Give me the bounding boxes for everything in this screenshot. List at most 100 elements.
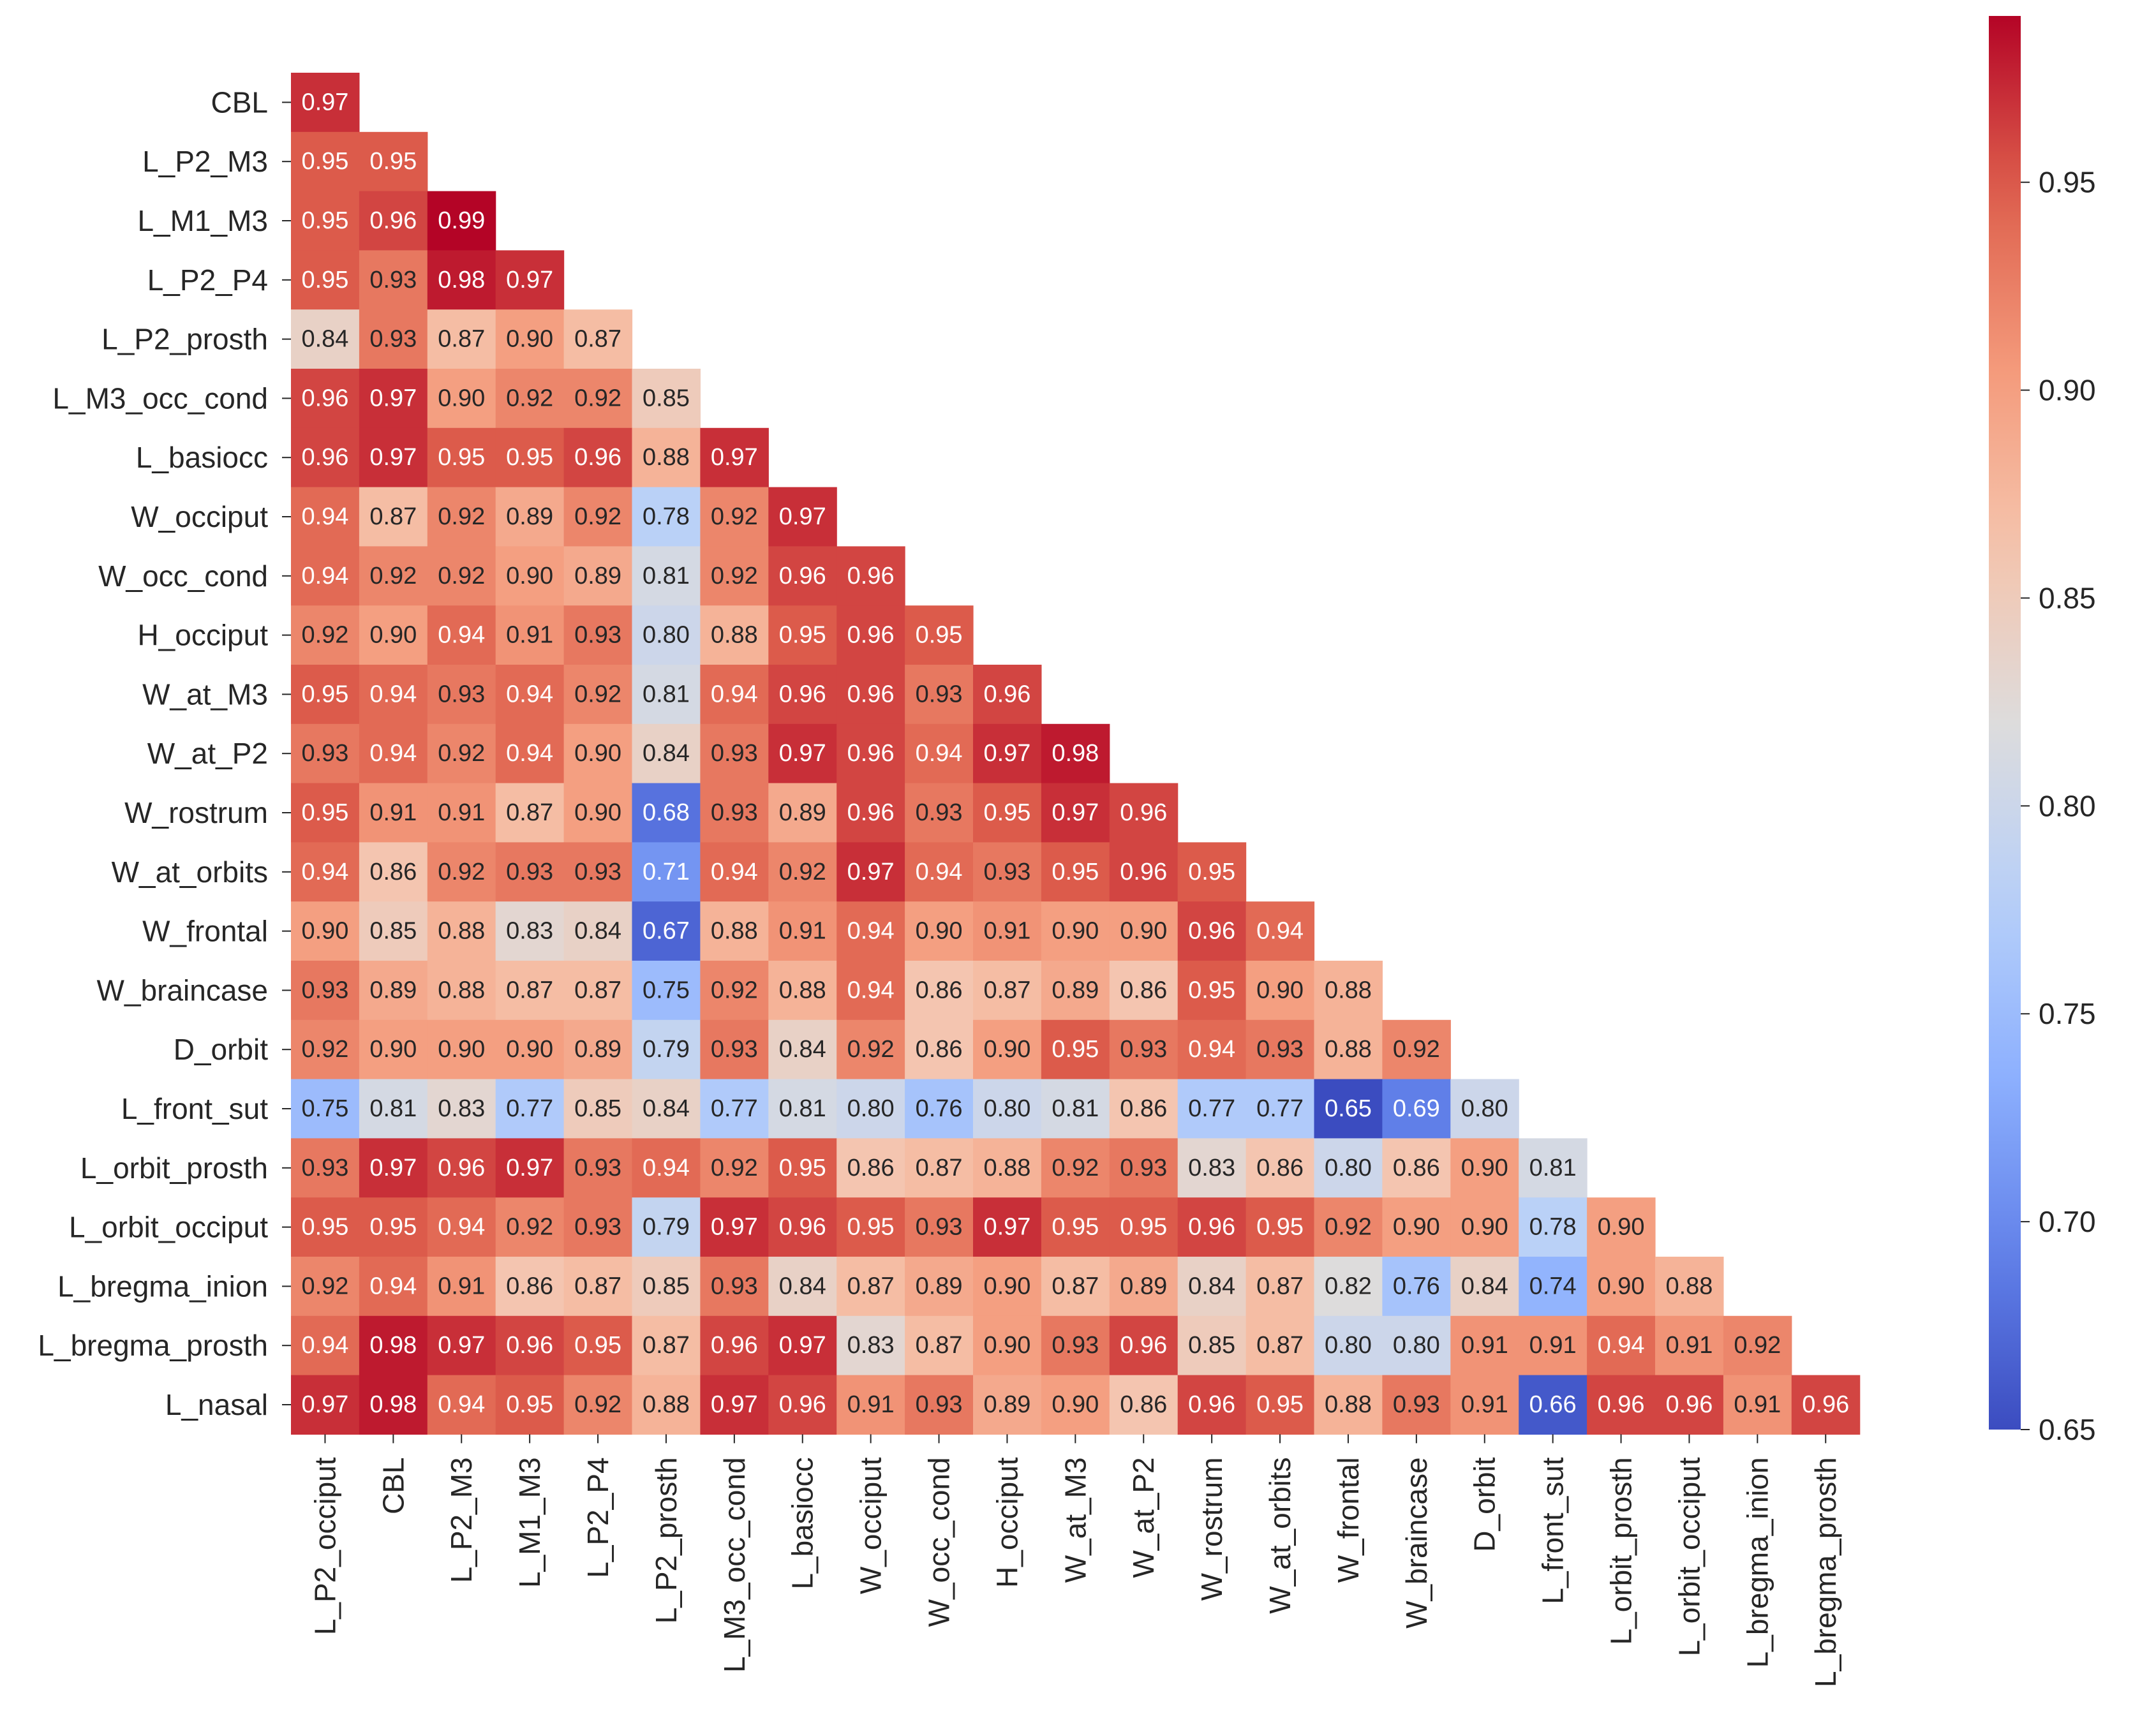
y-tick-label: W_at_M3 (142, 677, 268, 711)
heatmap-cell-value: 0.93 (301, 977, 348, 1003)
heatmap-cell-value: 0.95 (983, 799, 1030, 826)
heatmap-cell-value: 0.87 (574, 1273, 621, 1299)
heatmap-cell-value: 0.95 (1120, 1214, 1167, 1241)
heatmap-cell-value: 0.93 (369, 267, 417, 293)
heatmap-cell-value: 0.93 (574, 1214, 621, 1241)
heatmap-cell-value: 0.90 (1393, 1214, 1440, 1241)
heatmap-cell-value: 0.86 (1393, 1155, 1440, 1181)
heatmap-cell-value: 0.93 (1052, 1332, 1099, 1359)
heatmap-cell (768, 1375, 837, 1435)
heatmap-cell-value: 0.81 (779, 1095, 826, 1122)
heatmap-cell-value: 0.92 (711, 1155, 758, 1181)
heatmap-cell (427, 1019, 496, 1080)
x-tick-label: L_front_sut (1536, 1457, 1570, 1604)
heatmap-cell-value: 0.96 (1188, 918, 1235, 945)
heatmap-cell-value: 0.95 (779, 622, 826, 649)
heatmap-cell-value: 0.87 (506, 977, 553, 1003)
heatmap-cell (291, 901, 360, 961)
x-tick-label: L_orbit_occiput (1672, 1457, 1706, 1656)
heatmap-cell (905, 961, 974, 1021)
heatmap-cell (1791, 1375, 1861, 1435)
heatmap-cell-value: 0.97 (369, 1155, 417, 1181)
heatmap-cell-value: 0.93 (574, 622, 621, 649)
heatmap-cell-value: 0.88 (643, 1391, 690, 1418)
heatmap-cell-value: 0.95 (1052, 1214, 1099, 1241)
heatmap-cell-value: 0.84 (301, 326, 348, 353)
heatmap-cell (427, 1079, 496, 1139)
heatmap-cell (836, 1315, 905, 1376)
heatmap-cell-value: 0.87 (1052, 1273, 1099, 1299)
heatmap-cell-value: 0.93 (438, 681, 485, 707)
heatmap-cell (563, 1079, 633, 1139)
heatmap-cell-value: 0.93 (711, 1036, 758, 1063)
heatmap-cell (1655, 1375, 1724, 1435)
heatmap-cell-value: 0.97 (301, 1391, 348, 1418)
heatmap-cell-value: 0.97 (1052, 799, 1099, 826)
heatmap-cell (359, 605, 428, 665)
heatmap-cell (768, 1019, 837, 1080)
heatmap-cell-value: 0.95 (369, 1214, 417, 1241)
heatmap-cell-value: 0.85 (369, 918, 417, 945)
heatmap-cell-value: 0.90 (369, 1036, 417, 1063)
heatmap-cell-value: 0.86 (1120, 1095, 1167, 1122)
heatmap-cell-value: 0.87 (1256, 1273, 1304, 1299)
heatmap-cell-value: 0.93 (1120, 1036, 1167, 1063)
heatmap-cell (1177, 1138, 1247, 1198)
x-tick-label: L_P2_prosth (650, 1457, 683, 1623)
heatmap-cell (1041, 842, 1110, 902)
heatmap-cell-value: 0.93 (916, 681, 963, 707)
heatmap-cell-value: 0.87 (369, 503, 417, 530)
heatmap-cell (1519, 1257, 1587, 1317)
heatmap-cell (1109, 842, 1178, 902)
heatmap-cell (768, 1257, 837, 1317)
heatmap-cell (836, 1079, 905, 1139)
heatmap-cell (836, 605, 905, 665)
heatmap-cell-value: 0.89 (779, 799, 826, 826)
heatmap-cell-value: 0.97 (779, 503, 826, 530)
heatmap-cell (1109, 1019, 1178, 1080)
heatmap-cell-value: 0.93 (711, 799, 758, 826)
heatmap-cell (1245, 1138, 1315, 1198)
y-tick-label: W_at_orbits (112, 855, 268, 889)
heatmap-cell-value: 0.88 (1325, 977, 1372, 1003)
heatmap-cell (768, 901, 837, 961)
heatmap-cell-value: 0.65 (1325, 1095, 1372, 1122)
heatmap-cell-value: 0.93 (1256, 1036, 1304, 1063)
x-tick-label: L_P2_P4 (581, 1457, 614, 1578)
heatmap-cell-value: 0.80 (1461, 1095, 1508, 1122)
heatmap-cell-value: 0.80 (1325, 1332, 1372, 1359)
colorbar-tick-label: 0.85 (2039, 581, 2096, 614)
heatmap-cell (563, 783, 633, 843)
heatmap-cell-value: 0.93 (916, 799, 963, 826)
heatmap-cell-value: 0.90 (916, 918, 963, 945)
heatmap-cell-value: 0.93 (574, 1155, 621, 1181)
heatmap-cell-value: 0.86 (369, 859, 417, 885)
heatmap-cell (768, 1138, 837, 1198)
heatmap-cell-value: 0.87 (643, 1332, 690, 1359)
heatmap-cell-value: 0.92 (574, 1391, 621, 1418)
heatmap-cell (1655, 1257, 1724, 1317)
heatmap-cell-value: 0.92 (301, 622, 348, 649)
heatmap-cell (495, 783, 565, 843)
heatmap-cell (359, 1019, 428, 1080)
heatmap-cell (973, 961, 1042, 1021)
heatmap-cell-value: 0.79 (643, 1214, 690, 1241)
heatmap-cell-value: 0.96 (779, 1214, 826, 1241)
heatmap-cell-value: 0.97 (506, 267, 553, 293)
heatmap-cell-value: 0.89 (369, 977, 417, 1003)
heatmap-cell (768, 783, 837, 843)
heatmap-cell-value: 0.90 (438, 1036, 485, 1063)
heatmap-cell-value: 0.90 (369, 622, 417, 649)
heatmap-cell (905, 1375, 974, 1435)
heatmap-cell (563, 427, 633, 488)
heatmap-cell (1109, 1079, 1178, 1139)
heatmap-cell-value: 0.95 (506, 444, 553, 471)
heatmap-cell (563, 1019, 633, 1080)
heatmap-cell-value: 0.89 (506, 503, 553, 530)
heatmap-cell (1519, 1315, 1587, 1376)
heatmap-cell-value: 0.94 (1598, 1332, 1645, 1359)
heatmap-cell-value: 0.94 (643, 1155, 690, 1181)
heatmap-cell-value: 0.94 (301, 503, 348, 530)
heatmap-cell (495, 723, 565, 784)
heatmap-cell (495, 546, 565, 606)
